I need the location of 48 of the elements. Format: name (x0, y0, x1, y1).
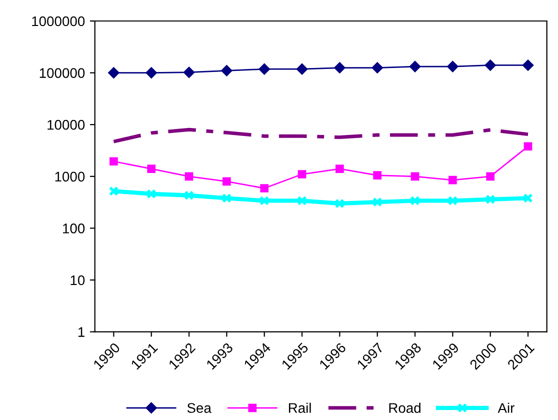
legend-label: Air (498, 402, 514, 413)
point (259, 196, 270, 206)
point (522, 60, 534, 71)
y-tick-label: 100000 (40, 68, 85, 78)
legend-label: Sea (187, 403, 212, 413)
legend-label: Road (389, 402, 420, 413)
point (372, 197, 382, 207)
point (108, 67, 120, 78)
point (298, 170, 306, 178)
point (334, 198, 345, 208)
point (447, 60, 458, 72)
point (336, 164, 344, 173)
y-tick-label: 10000 (48, 120, 85, 130)
point (448, 196, 458, 206)
point (486, 172, 495, 181)
point (184, 190, 194, 200)
point (146, 189, 156, 199)
legend-label: Rail (288, 402, 311, 413)
point (146, 67, 157, 78)
point (372, 62, 383, 74)
y-tick-label: 1 (78, 327, 84, 337)
point (297, 196, 307, 206)
point (334, 62, 346, 74)
point (410, 172, 420, 181)
point (222, 193, 232, 204)
point (258, 63, 270, 75)
point (110, 157, 118, 166)
point (485, 194, 496, 204)
point (296, 63, 308, 75)
point (524, 142, 532, 151)
point (221, 65, 232, 76)
point (147, 164, 156, 173)
point (409, 60, 421, 72)
y-tick-label: 10 (70, 275, 85, 286)
point (184, 172, 194, 181)
point (260, 184, 269, 192)
point (484, 60, 496, 71)
point (523, 193, 533, 204)
point (448, 176, 457, 184)
y-tick-label: 1000 (55, 172, 85, 182)
point (183, 66, 195, 78)
point (222, 177, 231, 186)
y-tick-label: 100 (63, 224, 85, 234)
point (410, 196, 420, 206)
point (373, 171, 382, 180)
point (108, 186, 119, 196)
y-tick-label: 1000000 (32, 16, 85, 26)
line-series (112, 128, 530, 144)
